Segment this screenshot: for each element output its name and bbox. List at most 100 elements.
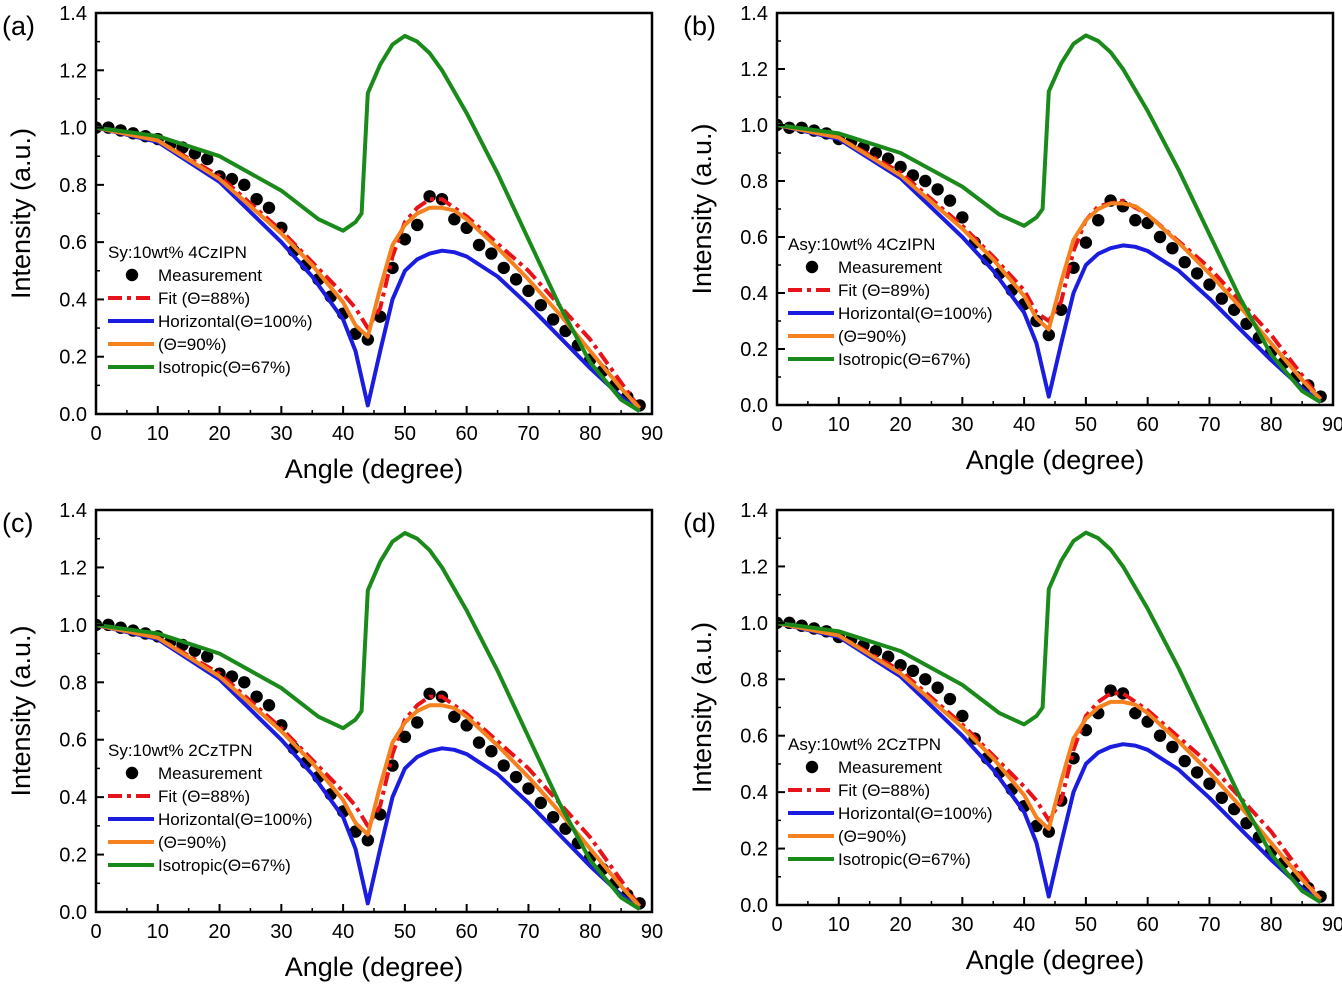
panel-label: (c) — [2, 508, 33, 538]
data-point — [1203, 777, 1216, 790]
data-point — [250, 192, 263, 206]
legend-label: Fit (Θ=88%) — [158, 289, 250, 308]
data-point — [398, 730, 412, 744]
legend-item: Isotropic(Θ=67%) — [788, 350, 971, 369]
legend-label: Measurement — [838, 758, 942, 777]
x-tick-label: 80 — [1260, 914, 1282, 936]
data-point — [546, 313, 560, 326]
data-point — [1042, 328, 1056, 342]
legend-label: (Θ=90%) — [838, 327, 907, 346]
data-point — [201, 650, 214, 663]
data-point — [411, 716, 424, 729]
x-tick-label: 10 — [828, 414, 850, 436]
x-tick-label: 50 — [1075, 914, 1097, 936]
data-point — [1215, 791, 1229, 804]
data-point — [546, 811, 560, 824]
legend-item: (Θ=90%) — [788, 827, 907, 846]
series-line — [777, 620, 1322, 904]
legend-title: Sy:10wt% 2CzTPN — [108, 741, 253, 760]
y-tick-label: 0.2 — [59, 347, 87, 369]
data-point — [1227, 802, 1241, 816]
data-point — [522, 782, 535, 795]
legend-item: Horizontal(Θ=100%) — [108, 312, 313, 331]
y-axis-label: Intensity (a.u.) — [6, 128, 36, 299]
y-tick-label: 0.6 — [59, 232, 87, 254]
data-point — [1079, 236, 1093, 249]
series-1 — [777, 620, 1323, 901]
x-tick-label: 10 — [147, 423, 169, 445]
legend-label: Measurement — [158, 266, 262, 285]
y-tick-label: 0.0 — [740, 395, 768, 417]
x-tick-label: 50 — [394, 921, 416, 943]
panel-label: (d) — [683, 508, 716, 538]
y-tick-label: 1.2 — [59, 60, 87, 82]
x-tick-label: 80 — [579, 921, 601, 943]
legend-title: Asy:10wt% 4CzIPN — [788, 235, 935, 254]
x-tick-label: 40 — [332, 921, 354, 943]
legend-label: Isotropic(Θ=67%) — [158, 358, 291, 377]
data-point — [931, 183, 944, 196]
y-tick-label: 1.2 — [59, 557, 87, 579]
data-point — [361, 834, 375, 847]
x-axis-label: Angle (degree) — [285, 454, 464, 484]
data-point — [1178, 256, 1191, 269]
y-tick-label: 0.8 — [59, 175, 87, 197]
data-point — [1129, 706, 1142, 720]
plot-frame — [775, 11, 1335, 407]
y-axis-label: Intensity (a.u.) — [6, 625, 36, 796]
series-line — [96, 531, 641, 911]
legend-marker — [125, 766, 139, 780]
data-point — [1215, 292, 1229, 305]
legend-item: Isotropic(Θ=67%) — [788, 850, 971, 869]
data-point — [509, 770, 523, 784]
legend-item: Horizontal(Θ=100%) — [108, 810, 313, 829]
y-tick-label: 0.2 — [740, 339, 768, 361]
data-point — [1166, 740, 1179, 754]
legend-label: (Θ=90%) — [158, 833, 227, 852]
y-tick-label: 1.0 — [59, 615, 87, 637]
y-tick-label: 0.0 — [59, 902, 87, 924]
series-line — [777, 530, 1322, 904]
series-line — [96, 622, 642, 908]
y-tick-label: 1.2 — [740, 556, 768, 578]
y-tick-label: 1.0 — [740, 115, 768, 137]
x-tick-label: 10 — [147, 921, 169, 943]
legend-item: Measurement — [805, 758, 942, 777]
data-point — [894, 658, 907, 672]
y-tick-label: 1.4 — [59, 500, 87, 522]
series-2 — [96, 622, 641, 911]
x-tick-label: 0 — [771, 914, 782, 936]
series-4 — [96, 531, 641, 911]
series-line — [777, 620, 1323, 901]
legend-label: Fit (Θ=88%) — [158, 787, 250, 806]
legend-title: Asy:10wt% 2CzTPN — [788, 735, 941, 754]
series-line — [777, 123, 1322, 404]
y-tick-label: 0.8 — [740, 171, 768, 193]
y-tick-label: 0.8 — [59, 672, 87, 694]
x-tick-label: 0 — [771, 414, 782, 436]
panel-label: (b) — [683, 11, 716, 41]
data-point — [497, 261, 510, 275]
data-point — [411, 218, 424, 232]
legend-item: Fit (Θ=88%) — [108, 787, 250, 806]
data-point — [448, 710, 461, 723]
data-point — [250, 690, 263, 703]
legend-marker — [125, 268, 139, 282]
data-point — [1190, 766, 1204, 779]
x-tick-label: 30 — [951, 414, 973, 436]
legend-label: Isotropic(Θ=67%) — [838, 350, 971, 369]
data-point — [1092, 214, 1105, 227]
y-tick-label: 1.4 — [740, 3, 768, 25]
y-tick-label: 1.0 — [740, 613, 768, 635]
x-tick-label: 10 — [828, 914, 850, 936]
x-tick-label: 60 — [1137, 914, 1159, 936]
legend-item: Fit (Θ=88%) — [788, 781, 930, 800]
legend-item: (Θ=90%) — [108, 833, 227, 852]
x-axis-label: Angle (degree) — [966, 445, 1145, 475]
legend: Asy:10wt% 4CzIPN Measurement Fit (Θ=89%) Ho… — [788, 235, 993, 369]
chart-panel-c: 0 10 20 30 40 50 60 70 80 90 0.0 0.2 0.4 0.6 0.8 1.0 1.2… — [2, 500, 663, 982]
y-tick-label: 0.0 — [740, 895, 768, 917]
x-tick-label: 40 — [332, 423, 354, 445]
legend-label: Horizontal(Θ=100%) — [158, 312, 313, 331]
x-tick-label: 90 — [641, 921, 663, 943]
